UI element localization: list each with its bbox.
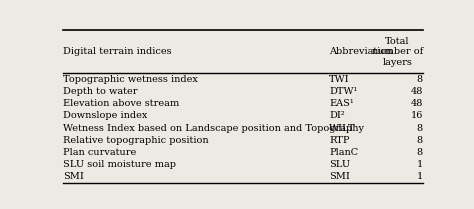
Text: Downslope index: Downslope index [63, 111, 147, 120]
Text: TWI: TWI [329, 75, 350, 84]
Text: Topographic wetness index: Topographic wetness index [63, 75, 198, 84]
Text: DI²: DI² [329, 111, 345, 120]
Text: Plan curvature: Plan curvature [63, 148, 136, 157]
Text: Wetness Index based on Landscape position and Topography: Wetness Index based on Landscape positio… [63, 124, 364, 133]
Text: SLU soil moisture map: SLU soil moisture map [63, 160, 176, 169]
Text: RTP: RTP [329, 136, 350, 145]
Text: EAS¹: EAS¹ [329, 99, 354, 108]
Text: 1: 1 [417, 172, 423, 181]
Text: 48: 48 [410, 87, 423, 96]
Text: PlanC: PlanC [329, 148, 358, 157]
Text: Depth to water: Depth to water [63, 87, 137, 96]
Text: SMI: SMI [63, 172, 84, 181]
Text: 8: 8 [417, 124, 423, 133]
Text: Abbreviation: Abbreviation [329, 47, 393, 56]
Text: Elevation above stream: Elevation above stream [63, 99, 179, 108]
Text: 48: 48 [410, 99, 423, 108]
Text: WILT: WILT [329, 124, 356, 133]
Text: 1: 1 [417, 160, 423, 169]
Text: DTW¹: DTW¹ [329, 87, 357, 96]
Text: 8: 8 [417, 75, 423, 84]
Text: 8: 8 [417, 136, 423, 145]
Text: 8: 8 [417, 148, 423, 157]
Text: Digital terrain indices: Digital terrain indices [63, 47, 172, 56]
Text: Total
number of
layers: Total number of layers [372, 37, 423, 66]
Text: 16: 16 [410, 111, 423, 120]
Text: SLU: SLU [329, 160, 350, 169]
Text: Relative topographic position: Relative topographic position [63, 136, 209, 145]
Text: SMI: SMI [329, 172, 350, 181]
